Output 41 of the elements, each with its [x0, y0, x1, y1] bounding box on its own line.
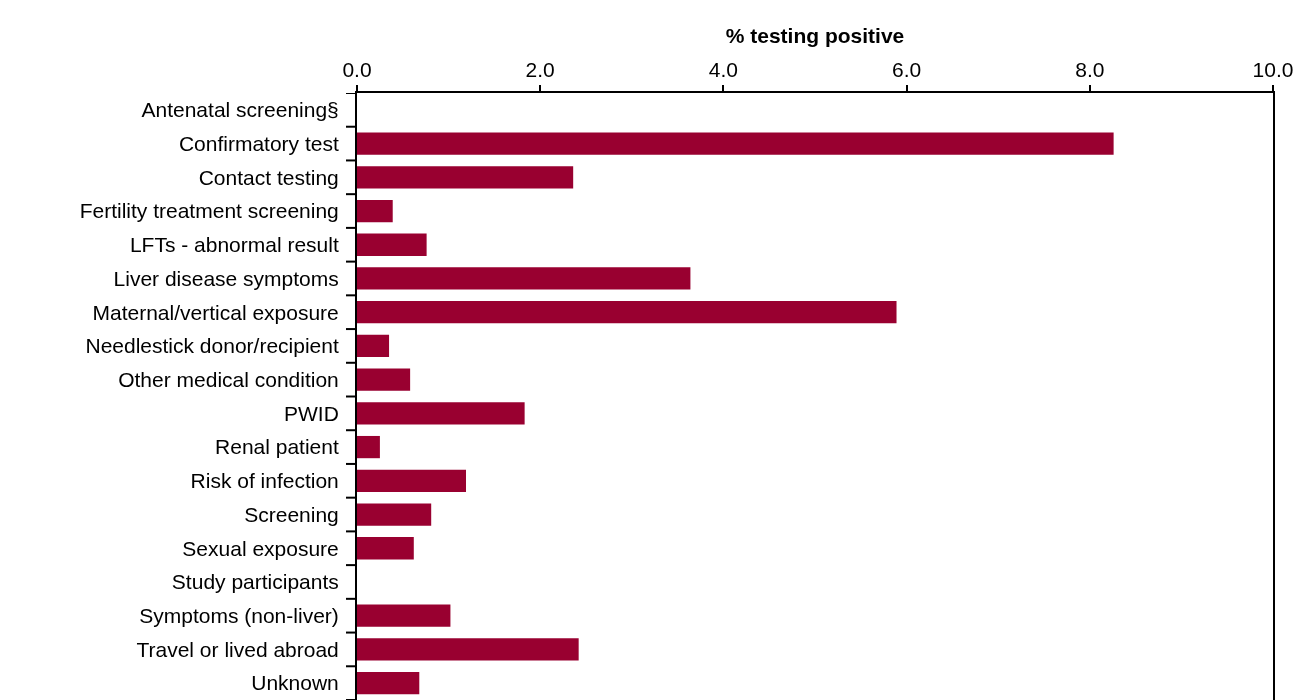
bar: [357, 469, 466, 492]
x-tick-label: 10.0: [1252, 57, 1294, 81]
x-tick-label: 6.0: [892, 57, 922, 81]
bar: [357, 503, 432, 526]
y-tick-label: Needlestick donor/recipient: [85, 334, 339, 358]
bar: [357, 334, 390, 358]
bar: [357, 672, 420, 695]
bar: [357, 132, 1114, 155]
y-tick-label: Other medical condition: [118, 367, 339, 391]
bar: [357, 435, 380, 459]
y-tick-label: Symptoms (non-liver): [139, 604, 339, 628]
y-tick-label: Unknown: [251, 671, 339, 695]
bar: [357, 368, 411, 391]
bar: [357, 402, 525, 425]
y-tick-label: PWID: [283, 401, 339, 425]
y-tick-label: Screening: [244, 502, 339, 526]
bar: [357, 537, 414, 560]
y-tick-label: Sexual exposure: [182, 536, 339, 560]
bar: [357, 199, 393, 223]
y-tick-label: Fertility treatment screening: [79, 199, 339, 223]
y-tick-label: Study participants: [171, 570, 339, 594]
y-tick-label: Liver disease symptoms: [113, 266, 339, 290]
x-tick-label: 0.0: [342, 57, 372, 81]
bar: [357, 604, 451, 627]
x-tick-label: 2.0: [525, 57, 555, 81]
bar: [357, 233, 427, 256]
x-axis-title: % testing positive: [725, 24, 905, 48]
y-tick-label: Travel or lived abroad: [136, 637, 339, 661]
x-tick-label: 4.0: [708, 57, 738, 81]
bar: [357, 267, 691, 290]
y-tick-label: Confirmatory test: [178, 131, 339, 155]
y-tick-label: LFTs - abnormal result: [129, 233, 339, 257]
y-tick-label: Maternal/vertical exposure: [92, 300, 339, 324]
bar: [357, 166, 574, 189]
bar: [357, 638, 579, 661]
y-tick-label: Risk of infection: [190, 469, 339, 493]
y-tick-label: Renal patient: [215, 435, 339, 459]
y-tick-label: Contact testing: [198, 165, 339, 189]
x-tick-label: 8.0: [1075, 57, 1105, 81]
y-tick-label: Antenatal screening§: [141, 98, 339, 122]
bar: [357, 301, 897, 324]
